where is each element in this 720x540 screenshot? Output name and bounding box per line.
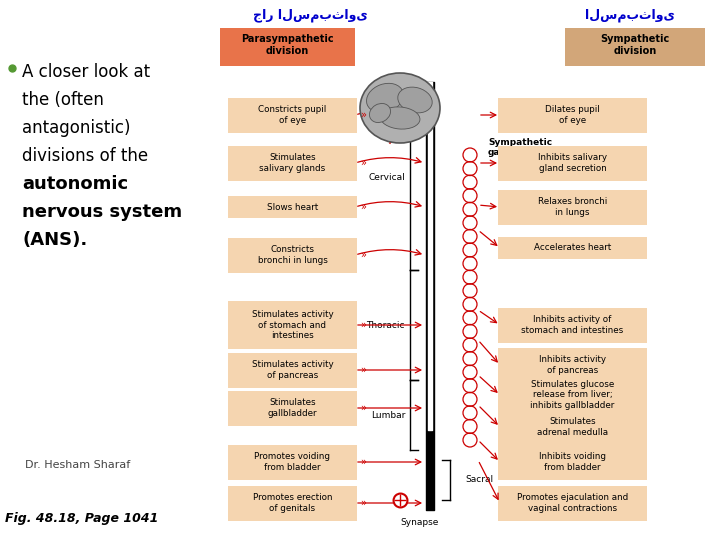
Text: »: » [360, 110, 366, 120]
Text: Relaxes bronchi
in lungs: Relaxes bronchi in lungs [538, 197, 607, 217]
Text: the (often: the (often [22, 91, 104, 109]
Text: Promotes ejaculation and
vaginal contractions: Promotes ejaculation and vaginal contrac… [517, 493, 628, 513]
FancyBboxPatch shape [228, 445, 357, 480]
Text: Dilates pupil
of eye: Dilates pupil of eye [545, 105, 600, 125]
Text: »: » [360, 365, 366, 375]
Text: Stimulates
salivary glands: Stimulates salivary glands [259, 153, 325, 173]
Ellipse shape [366, 83, 403, 113]
FancyBboxPatch shape [498, 308, 647, 343]
FancyBboxPatch shape [498, 237, 647, 259]
Text: »: » [360, 320, 366, 330]
Text: Slows heart: Slows heart [267, 202, 318, 212]
Text: Inhibits activity of
stomach and intestines: Inhibits activity of stomach and intesti… [521, 315, 624, 335]
Text: Stimulates
gallbladder: Stimulates gallbladder [268, 398, 318, 418]
Text: Sympathetic
division: Sympathetic division [600, 34, 670, 56]
Text: جار السمبثاوى: جار السمبثاوى [253, 8, 367, 22]
Text: »: » [360, 457, 366, 467]
Text: A closer look at: A closer look at [22, 63, 150, 81]
Ellipse shape [360, 73, 440, 143]
FancyBboxPatch shape [228, 301, 357, 349]
Text: Promotes erection
of genitals: Promotes erection of genitals [253, 493, 332, 513]
Text: Accelerates heart: Accelerates heart [534, 244, 611, 253]
Text: Dr. Hesham Sharaf: Dr. Hesham Sharaf [25, 460, 130, 470]
Text: »: » [360, 158, 366, 168]
FancyBboxPatch shape [228, 98, 357, 133]
Text: (ANS).: (ANS). [22, 231, 87, 249]
Text: Constricts
bronchi in lungs: Constricts bronchi in lungs [258, 245, 328, 265]
Text: Sympathetic
ganglia: Sympathetic ganglia [488, 138, 552, 157]
FancyBboxPatch shape [498, 371, 647, 419]
Text: »: » [360, 403, 366, 413]
FancyBboxPatch shape [228, 486, 357, 521]
Text: Stimulates activity
of stomach and
intestines: Stimulates activity of stomach and intes… [252, 310, 333, 340]
Ellipse shape [397, 87, 432, 113]
Text: nervous system: nervous system [22, 203, 182, 221]
Ellipse shape [380, 107, 420, 129]
Text: »: » [360, 498, 366, 508]
FancyBboxPatch shape [498, 348, 647, 383]
Text: Stimulates glucose
release from liver;
inhibits gallbladder: Stimulates glucose release from liver; i… [531, 380, 615, 410]
Text: »: » [360, 250, 366, 260]
FancyBboxPatch shape [498, 98, 647, 133]
FancyBboxPatch shape [498, 445, 647, 480]
Text: »: » [360, 202, 366, 212]
Text: Lumbar: Lumbar [371, 410, 405, 420]
Text: Parasympathetic
division: Parasympathetic division [240, 34, 333, 56]
Text: Thoracic: Thoracic [366, 321, 405, 329]
Text: Inhibits voiding
from bladder: Inhibits voiding from bladder [539, 452, 606, 472]
Text: Stimulates
adrenal medulla: Stimulates adrenal medulla [537, 417, 608, 437]
Text: Sacral: Sacral [465, 476, 493, 484]
Text: Promotes voiding
from bladder: Promotes voiding from bladder [254, 452, 330, 472]
FancyBboxPatch shape [498, 410, 647, 445]
Text: Constricts pupil
of eye: Constricts pupil of eye [258, 105, 327, 125]
FancyBboxPatch shape [220, 28, 355, 66]
Text: السمبثاوى: السمبثاوى [585, 8, 675, 22]
Text: antagonistic): antagonistic) [22, 119, 130, 137]
Text: divisions of the: divisions of the [22, 147, 148, 165]
FancyBboxPatch shape [498, 190, 647, 225]
FancyBboxPatch shape [565, 28, 705, 66]
FancyBboxPatch shape [498, 146, 647, 181]
Text: Cervical: Cervical [368, 173, 405, 183]
FancyBboxPatch shape [228, 391, 357, 426]
Text: autonomic: autonomic [22, 175, 128, 193]
FancyBboxPatch shape [228, 146, 357, 181]
FancyBboxPatch shape [498, 486, 647, 521]
FancyBboxPatch shape [228, 238, 357, 273]
FancyBboxPatch shape [228, 196, 357, 218]
Text: Stimulates activity
of pancreas: Stimulates activity of pancreas [252, 360, 333, 380]
Ellipse shape [369, 104, 390, 123]
Text: Fig. 48.18, Page 1041: Fig. 48.18, Page 1041 [5, 512, 158, 525]
Text: Inhibits activity
of pancreas: Inhibits activity of pancreas [539, 355, 606, 375]
Text: Synapse: Synapse [401, 518, 439, 527]
Text: Inhibits salivary
gland secretion: Inhibits salivary gland secretion [538, 153, 607, 173]
FancyBboxPatch shape [228, 353, 357, 388]
